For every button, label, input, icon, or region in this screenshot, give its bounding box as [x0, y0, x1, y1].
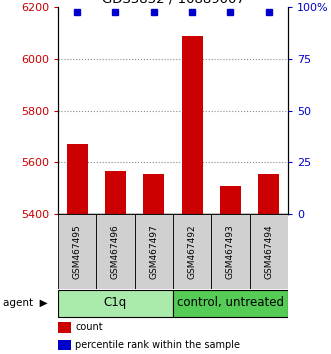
Text: GSM467495: GSM467495 [72, 224, 82, 279]
Bar [143, 174, 164, 214]
Bar [135, 214, 173, 289]
Bar [173, 290, 288, 317]
Bar [58, 322, 71, 333]
Bar [211, 214, 250, 289]
Bar [67, 144, 88, 214]
Bar [258, 174, 279, 214]
Text: GSM467497: GSM467497 [149, 224, 158, 279]
Bar [96, 214, 135, 289]
Bar [105, 171, 126, 214]
Bar [58, 214, 96, 289]
Text: count: count [75, 322, 103, 332]
Text: C1q: C1q [104, 296, 127, 309]
Bar [250, 214, 288, 289]
Title: GDS3832 / 10889007: GDS3832 / 10889007 [102, 0, 244, 6]
Bar [58, 340, 71, 350]
Text: agent  ▶: agent ▶ [3, 298, 48, 308]
Bar [182, 35, 203, 214]
Text: GSM467492: GSM467492 [188, 224, 197, 279]
Text: GSM467493: GSM467493 [226, 224, 235, 279]
Bar [173, 214, 211, 289]
Bar [220, 186, 241, 214]
Text: control, untreated: control, untreated [177, 296, 284, 309]
Text: percentile rank within the sample: percentile rank within the sample [75, 340, 240, 350]
Text: GSM467496: GSM467496 [111, 224, 120, 279]
Bar [58, 290, 173, 317]
Text: GSM467494: GSM467494 [264, 224, 273, 279]
